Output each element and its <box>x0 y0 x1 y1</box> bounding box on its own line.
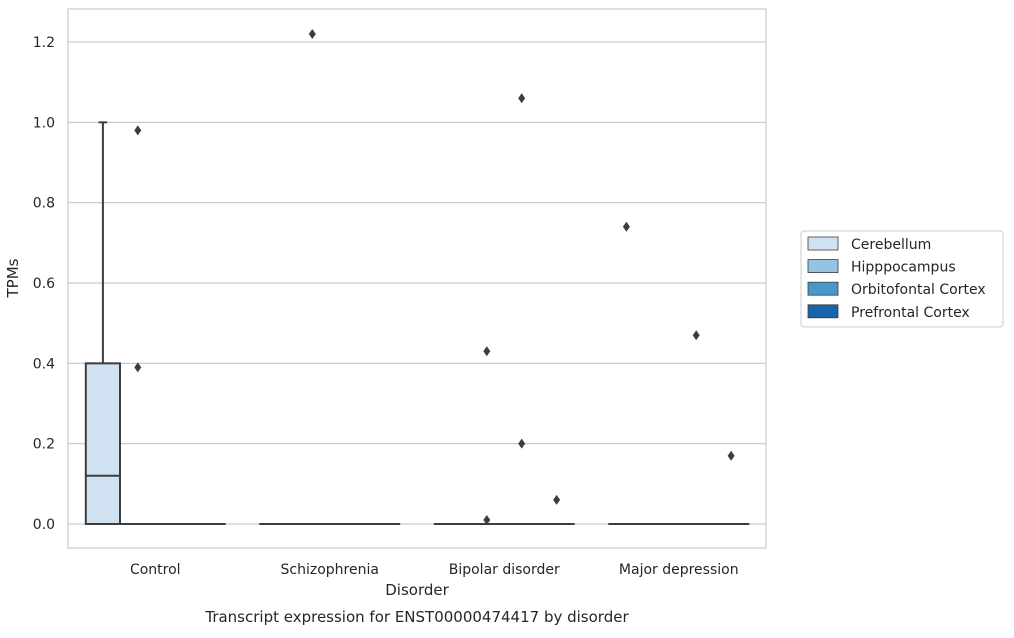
y-axis-label: TPMs <box>4 258 22 298</box>
legend-swatch <box>808 237 838 250</box>
legend-swatch <box>808 260 838 273</box>
legend-label: Orbitofontal Cortex <box>851 282 986 298</box>
legend: Cerebellum Hipppocampus Orbitofontal Corte… <box>801 231 1003 327</box>
y-tick-label: 0.6 <box>33 276 55 292</box>
y-tick-label: 1.0 <box>33 115 55 131</box>
y-tick-label: 0.8 <box>33 196 55 212</box>
x-tick-label: Bipolar disorder <box>449 562 560 578</box>
y-tick-label: 0.4 <box>33 356 55 372</box>
x-tick-label: Schizophrenia <box>281 562 379 578</box>
y-tick-label: 0.2 <box>33 437 55 453</box>
x-tick-label: Major depression <box>619 562 739 578</box>
legend-label: Hipppocampus <box>851 260 956 276</box>
box <box>86 363 120 524</box>
legend-label: Prefrontal Cortex <box>851 305 970 321</box>
x-tick-label: Control <box>130 562 181 578</box>
legend-swatch <box>808 305 838 318</box>
x-axis-label: Disorder <box>385 581 449 599</box>
figure-caption: Transcript expression for ENST0000047441… <box>204 608 629 626</box>
y-tick-label: 0.0 <box>33 517 55 533</box>
y-tick-label: 1.2 <box>33 35 55 51</box>
legend-swatch <box>808 282 838 295</box>
legend-label: Cerebellum <box>851 237 931 253</box>
